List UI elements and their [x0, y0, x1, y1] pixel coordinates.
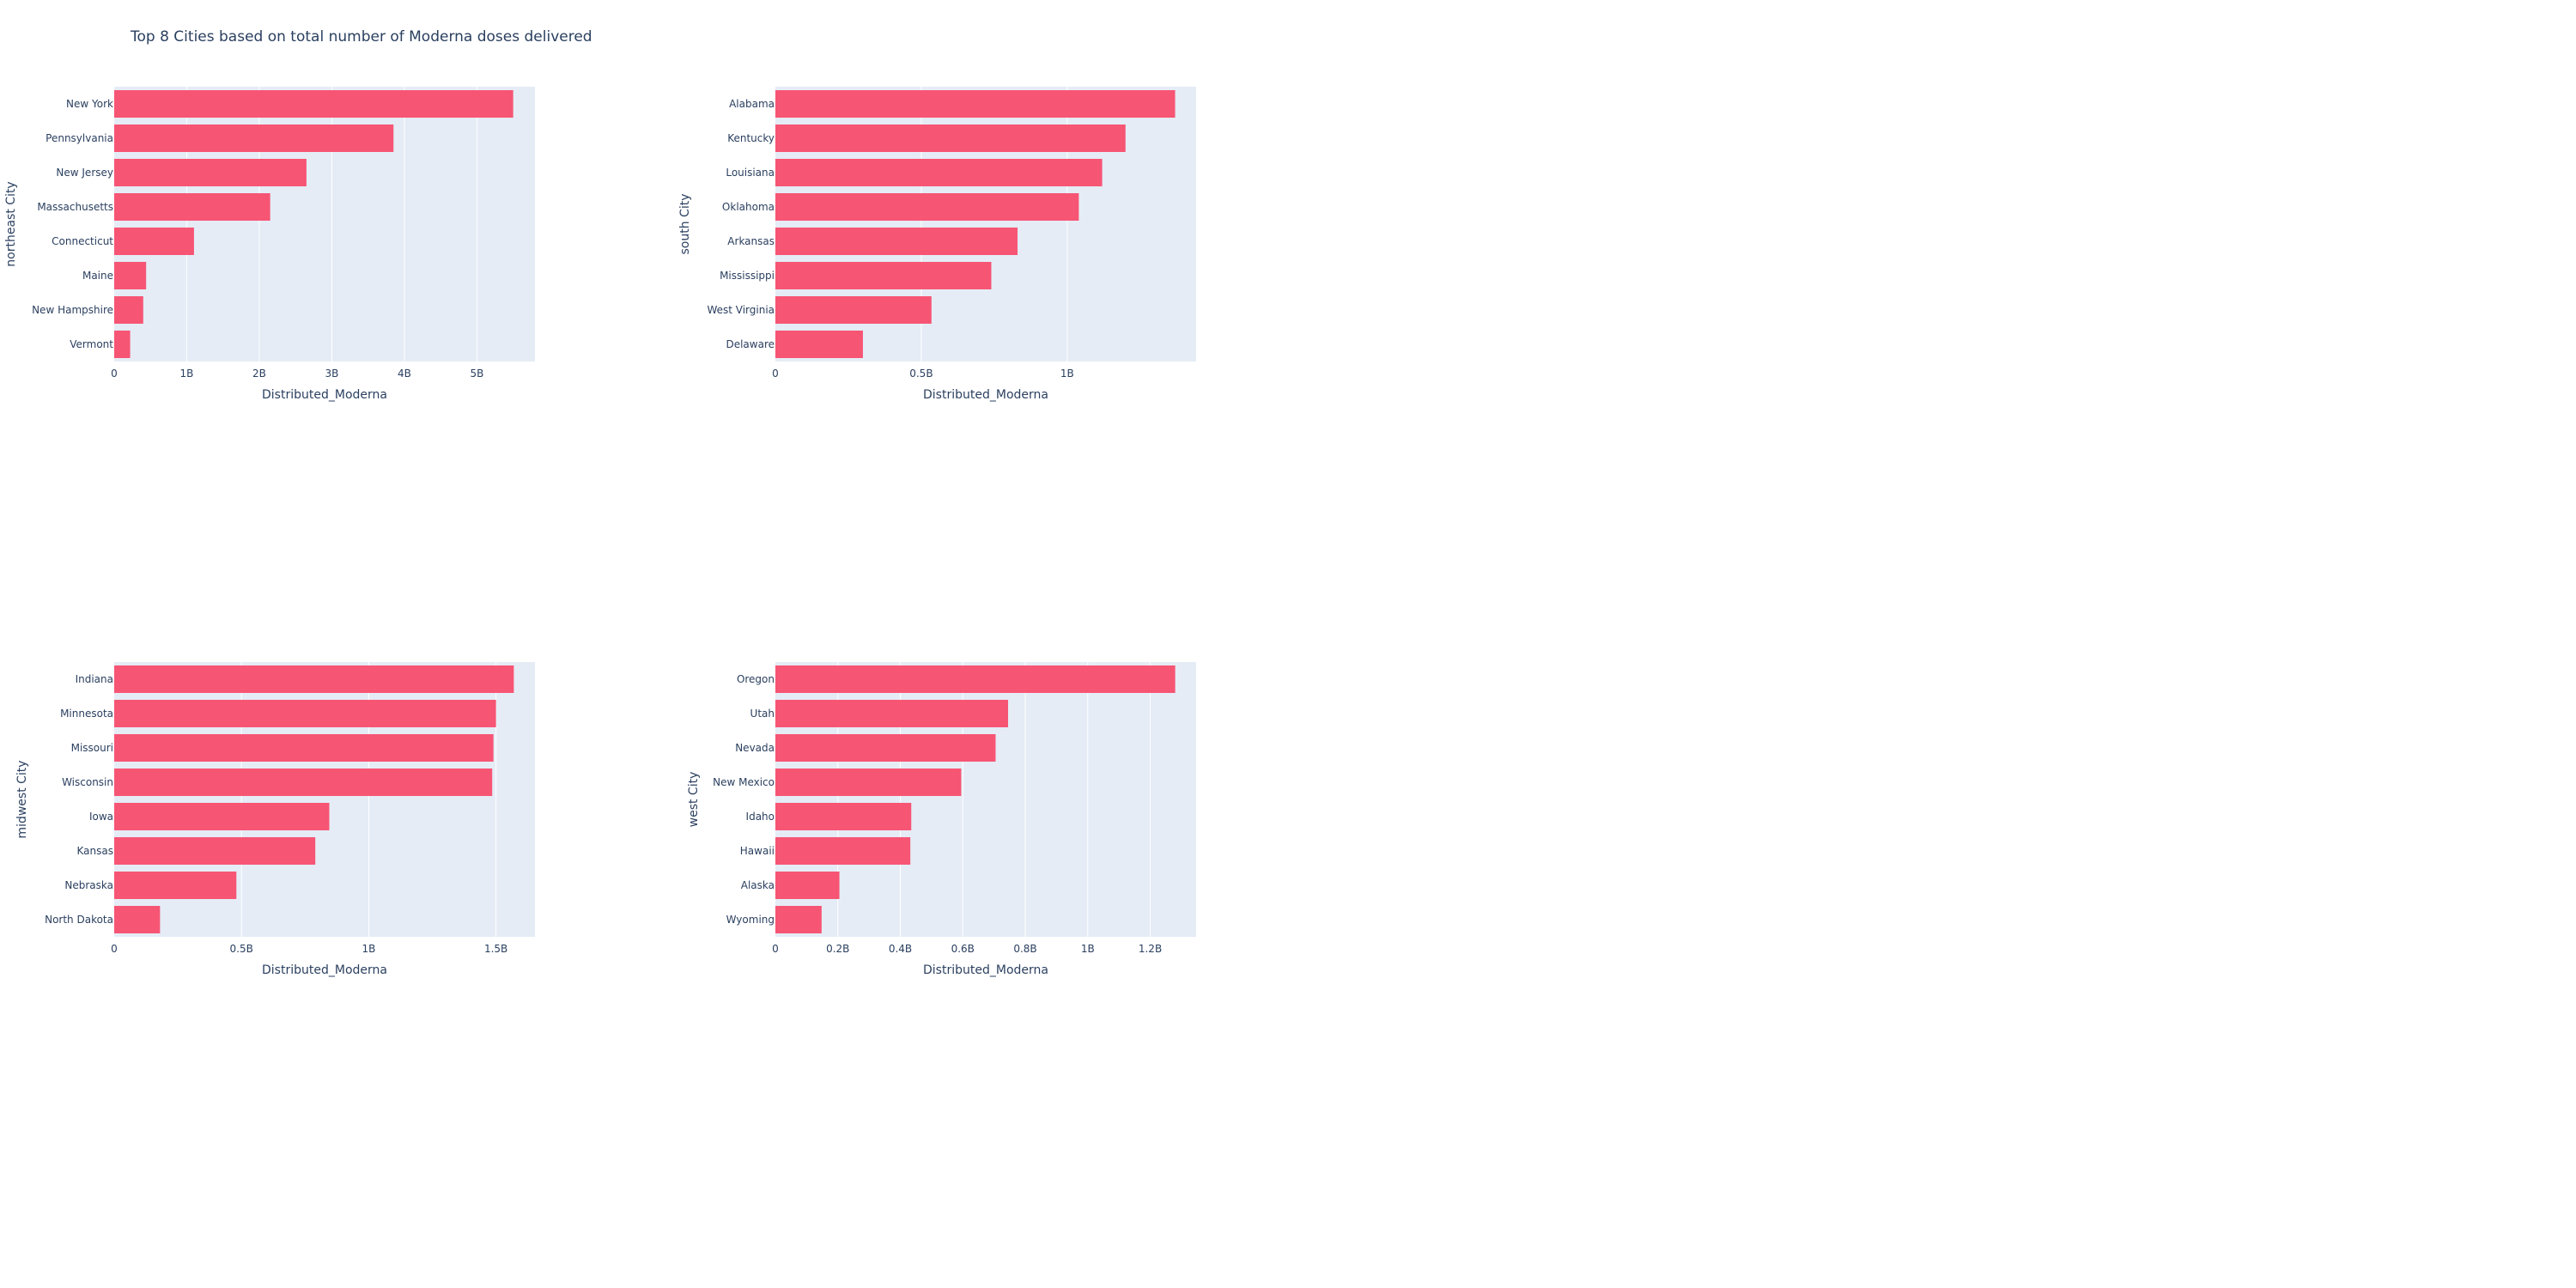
y-axis-title: northeast City	[4, 181, 18, 266]
y-tick-label: Kentucky	[727, 132, 775, 144]
bar	[114, 665, 514, 693]
subplot-panels: New York Pennsylvania New Jersey Massachuse…	[4, 87, 1196, 977]
y-tick-label: West Virginia	[707, 304, 775, 316]
bar	[775, 803, 912, 830]
y-tick-label: Hawaii	[740, 845, 775, 857]
bar	[775, 331, 863, 358]
x-tick-label: 0.4B	[889, 943, 912, 955]
x-tick-label: 1.5B	[484, 943, 507, 955]
bar	[775, 700, 1009, 727]
x-tick-label: 1.2B	[1139, 943, 1162, 955]
y-tick-label: Wisconsin	[62, 776, 113, 788]
bar	[775, 906, 822, 933]
subplot-4: Oregon Utah Nevada New Mexico Idaho Hawaii Ala…	[687, 662, 1196, 977]
y-tick-label: Minnesota	[60, 708, 113, 720]
x-axis-title: Distributed_Moderna	[262, 388, 387, 402]
bar	[114, 296, 143, 324]
bar	[114, 734, 494, 762]
y-tick-label: Delaware	[726, 338, 775, 350]
bar	[114, 906, 161, 933]
x-tick-label: 0	[772, 368, 779, 380]
x-tick-label: 1B	[1081, 943, 1095, 955]
bar	[114, 228, 194, 255]
y-tick-label: Massachusetts	[37, 201, 113, 213]
y-axis-title: south City	[678, 194, 692, 255]
y-tick-label: New York	[66, 98, 113, 110]
bar	[114, 331, 131, 358]
bar	[775, 228, 1018, 255]
bar	[775, 296, 932, 324]
y-axis-title: west City	[687, 772, 701, 828]
bar	[775, 734, 996, 762]
y-tick-label: Indiana	[76, 673, 113, 685]
y-tick-label: Kansas	[77, 845, 113, 857]
bar	[114, 700, 496, 727]
y-tick-label: New Mexico	[713, 776, 775, 788]
y-tick-label: Utah	[750, 708, 775, 720]
bar	[114, 769, 493, 796]
y-tick-label: Maine	[82, 270, 113, 282]
y-tick-label: Nevada	[735, 742, 775, 754]
x-tick-label: 1B	[361, 943, 375, 955]
bar	[775, 665, 1176, 693]
y-tick-label: Connecticut	[52, 235, 113, 247]
bar	[114, 125, 394, 152]
bar	[114, 872, 237, 899]
x-tick-label: 2B	[252, 368, 266, 380]
x-axis-title: Distributed_Moderna	[923, 963, 1048, 977]
bar	[114, 90, 513, 118]
y-tick-label: North Dakota	[45, 914, 113, 926]
x-tick-label: 1B	[1060, 368, 1074, 380]
x-tick-label: 0.5B	[909, 368, 933, 380]
y-tick-label: Oregon	[737, 673, 775, 685]
y-tick-label: Iowa	[89, 811, 113, 823]
y-tick-label: New Jersey	[56, 167, 113, 179]
subplot-3: Indiana Minnesota Missouri Wisconsin Iowa Kan…	[15, 662, 535, 977]
y-tick-label: Mississippi	[720, 270, 775, 282]
bar	[114, 159, 307, 186]
x-tick-label: 0.8B	[1013, 943, 1036, 955]
bar	[775, 90, 1176, 118]
bar	[114, 837, 316, 865]
y-tick-label: New Hampshire	[32, 304, 113, 316]
bar	[775, 769, 962, 796]
y-tick-label: Arkansas	[727, 235, 775, 247]
bar	[114, 262, 147, 289]
y-tick-label: Vermont	[70, 338, 113, 350]
bar	[775, 262, 992, 289]
y-tick-label: Louisiana	[726, 167, 775, 179]
x-tick-label: 5B	[470, 368, 483, 380]
x-axis-title: Distributed_Moderna	[262, 963, 387, 977]
bar	[775, 837, 911, 865]
x-axis-title: Distributed_Moderna	[923, 388, 1048, 402]
x-tick-label: 0	[111, 943, 118, 955]
x-tick-label: 3B	[325, 368, 339, 380]
y-tick-label: Alabama	[729, 98, 775, 110]
bar	[775, 193, 1079, 221]
y-tick-label: Missouri	[71, 742, 113, 754]
y-tick-label: Oklahoma	[722, 201, 775, 213]
chart-title: Top 8 Cities based on total number of Mo…	[130, 28, 592, 46]
y-tick-label: Pennsylvania	[46, 132, 113, 144]
bar	[775, 159, 1103, 186]
bar	[114, 193, 270, 221]
x-tick-label: 4B	[398, 368, 411, 380]
y-tick-label: Alaska	[741, 879, 775, 891]
bar	[114, 803, 330, 830]
y-tick-label: Nebraska	[64, 879, 113, 891]
x-tick-label: 0.6B	[951, 943, 975, 955]
x-tick-label: 0.5B	[230, 943, 253, 955]
x-tick-label: 0	[111, 368, 118, 380]
subplot-1: New York Pennsylvania New Jersey Massachuse…	[4, 87, 535, 402]
x-tick-label: 0	[772, 943, 779, 955]
x-tick-label: 0.2B	[826, 943, 849, 955]
y-tick-label: Wyoming	[726, 914, 775, 926]
y-tick-label: Idaho	[746, 811, 775, 823]
bar	[775, 872, 840, 899]
bar	[775, 125, 1126, 152]
y-axis-title: midwest City	[15, 760, 29, 838]
subplot-2: Alabama Kentucky Louisiana Oklahoma Arkansas…	[678, 87, 1196, 402]
x-tick-label: 1B	[180, 368, 194, 380]
